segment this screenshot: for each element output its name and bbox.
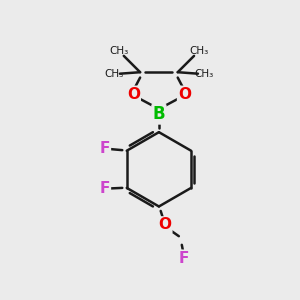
Text: B: B [153,105,165,123]
Text: F: F [178,251,189,266]
Text: O: O [127,87,140,102]
Text: F: F [100,181,110,196]
Text: O: O [178,87,191,102]
Text: CH₃: CH₃ [194,69,213,79]
Text: CH₃: CH₃ [189,46,208,56]
Text: O: O [158,218,171,232]
Text: F: F [100,141,110,156]
Text: CH₃: CH₃ [110,46,129,56]
Text: CH₃: CH₃ [105,69,124,79]
